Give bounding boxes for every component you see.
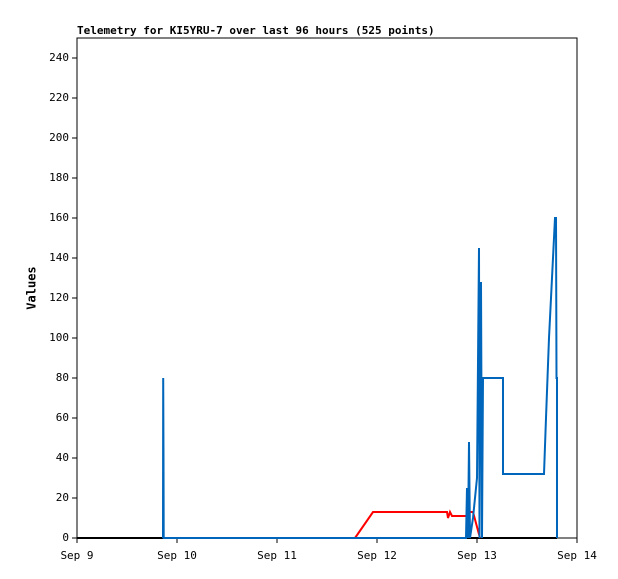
y-tick-label: 120 (49, 291, 69, 304)
y-tick-label: 200 (49, 131, 69, 144)
y-axis-label: Values (25, 266, 39, 309)
x-tick-label: Sep 9 (60, 549, 93, 562)
y-tick-label: 20 (56, 491, 69, 504)
y-tick-label: 40 (56, 451, 69, 464)
y-tick-label: 140 (49, 251, 69, 264)
chart-title: Telemetry for KI5YRU-7 over last 96 hour… (77, 24, 435, 37)
data-line (354, 509, 481, 539)
y-tick-label: 80 (56, 371, 69, 384)
y-tick-label: 100 (49, 331, 69, 344)
y-tick-label: 0 (62, 531, 69, 544)
y-tick-label: 60 (56, 411, 69, 424)
x-tick-label: Sep 12 (357, 549, 397, 562)
data-line (162, 217, 558, 539)
y-tick-label: 220 (49, 91, 69, 104)
x-tick-label: Sep 11 (257, 549, 297, 562)
x-tick-label: Sep 14 (557, 549, 597, 562)
y-tick-label: 160 (49, 211, 69, 224)
y-tick-label: 180 (49, 171, 69, 184)
x-tick-label: Sep 13 (457, 549, 497, 562)
y-tick-label: 240 (49, 51, 69, 64)
x-tick-label: Sep 10 (157, 549, 197, 562)
